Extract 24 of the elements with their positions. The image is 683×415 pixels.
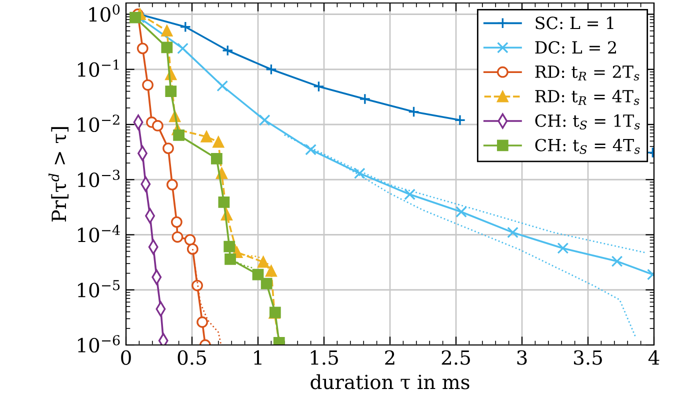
y-tick-label: 10$^{−4}$ (78, 224, 120, 242)
legend-label: CH: t$_{S}$ = 1T$_{s}$ (535, 114, 640, 130)
legend-label: SC: L = 1 (536, 16, 614, 30)
x-tick-label: 3.5 (574, 350, 602, 365)
y-tick-label: 10$^{−2}$ (78, 114, 120, 132)
y-tick-label: 10$^{−1}$ (78, 59, 119, 77)
legend-label: DC: L = 2 (535, 41, 616, 54)
legend-label: CH: t$_{S}$ = 4T$_{s}$ (535, 138, 640, 154)
y-tick-label: 10$^{0}$ (89, 4, 120, 22)
x-tick-label: 0 (121, 350, 131, 365)
x-tick-label: 3 (517, 350, 527, 365)
y-axis-title: Pr[τ$^{d}$ > τ] (48, 127, 69, 222)
x-axis-title: duration τ in ms (310, 374, 470, 390)
x-tick-label: 4 (648, 350, 660, 365)
y-tick-label: 10$^{−6}$ (78, 335, 120, 353)
x-tick-label: 0.5 (178, 350, 206, 365)
x-tick-label: 2.5 (442, 350, 470, 365)
x-tick-label: 1 (254, 350, 262, 365)
legend-label: RD: t$_{R}$ = 4T$_{s}$ (535, 90, 640, 106)
legend-label: RD: t$_{R}$ = 2T$_{s}$ (535, 65, 640, 81)
x-tick-label: 1.5 (310, 350, 338, 365)
y-tick-label: 10$^{−5}$ (78, 280, 120, 298)
x-tick-label: 2 (385, 350, 394, 365)
y-tick-label: 10$^{−3}$ (78, 170, 120, 188)
